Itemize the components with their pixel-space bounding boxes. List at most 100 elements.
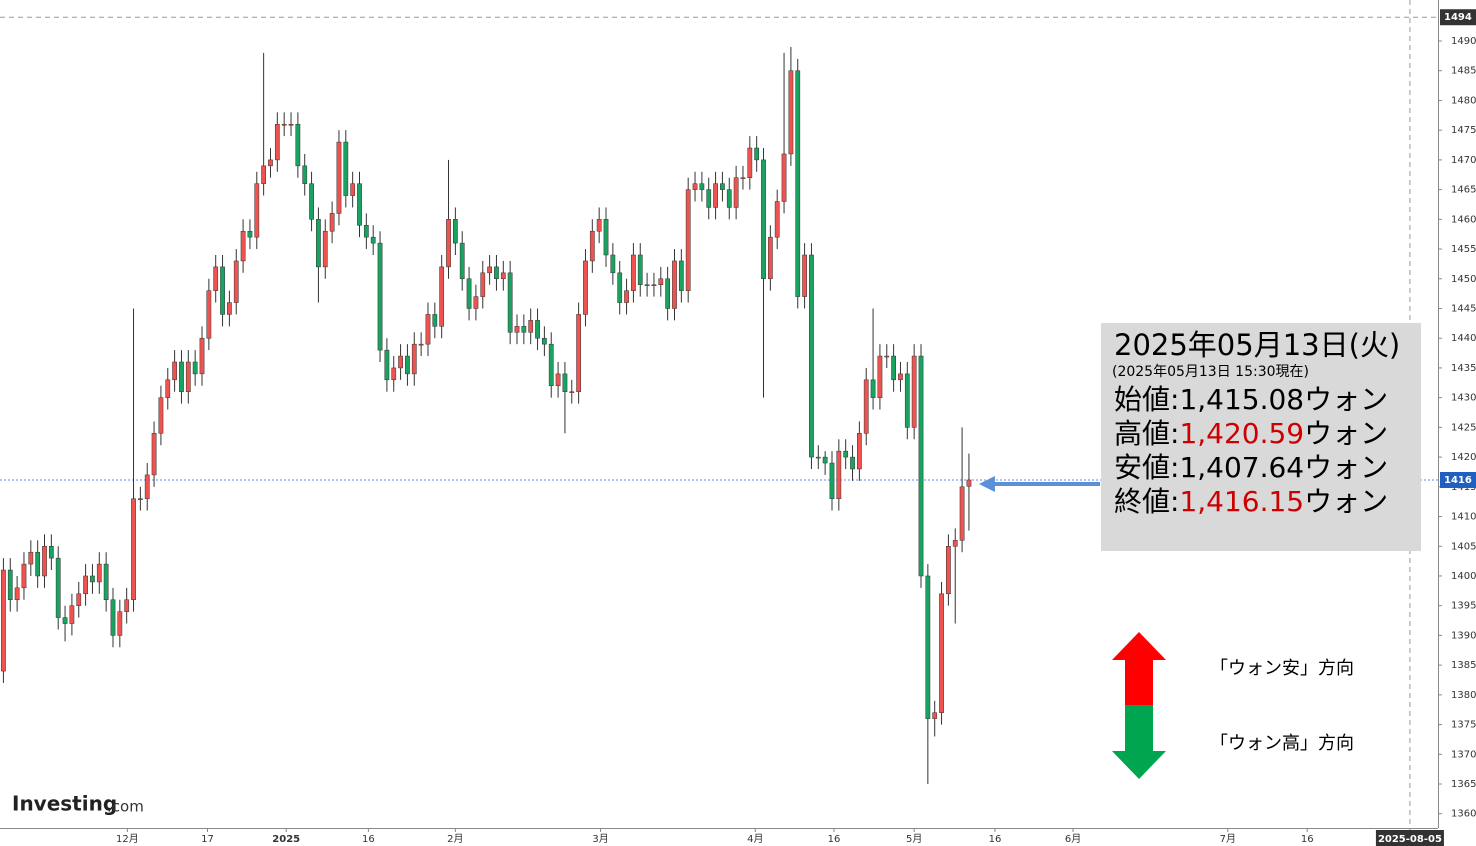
candle-body	[713, 183, 718, 208]
candle-body	[726, 189, 732, 208]
candle-body	[884, 355, 890, 358]
y-tick-label: 1465	[1451, 185, 1476, 196]
down-arrow	[1112, 705, 1166, 779]
candle-body	[740, 177, 746, 179]
y-tick-label: 1375	[1451, 720, 1476, 731]
y-tick-label: 1460	[1451, 214, 1476, 225]
info-subtitle: (2025年05月13日 15:30現在)	[1112, 364, 1309, 380]
candle-body	[809, 254, 814, 458]
candle-body	[309, 183, 314, 220]
candle-body	[966, 479, 972, 487]
candle-body	[28, 551, 34, 565]
candle-body	[268, 159, 273, 167]
candle-body	[932, 712, 938, 719]
candle-body	[494, 266, 499, 280]
info-row: 終値:1,416.15ウォン	[1114, 485, 1388, 518]
candle-body	[672, 260, 677, 309]
candle-body	[418, 343, 424, 346]
candle-body	[624, 290, 629, 303]
candle-body	[535, 320, 540, 339]
candle-body	[596, 219, 602, 232]
x-tick-label: 12月	[116, 833, 139, 845]
top-marker-label: 1494	[1444, 12, 1472, 23]
info-label: 安値:	[1114, 451, 1179, 484]
pointer-arrow-head	[978, 475, 995, 492]
y-tick-label: 1490	[1451, 36, 1476, 47]
y-tick-label: 1360	[1451, 809, 1476, 820]
candle-body	[637, 254, 643, 285]
up-arrow	[1112, 632, 1166, 705]
candle-body	[555, 373, 561, 387]
candle-body	[767, 236, 773, 280]
candle-body	[877, 355, 883, 398]
candle-body	[302, 165, 308, 184]
candle-body	[925, 575, 931, 719]
x-tick-label: 2025	[272, 834, 300, 845]
candle-body	[158, 397, 164, 434]
candle-body	[904, 373, 910, 428]
x-tick-label: 3月	[592, 833, 608, 845]
info-label: 終値:	[1114, 485, 1179, 518]
candle-body	[692, 183, 698, 190]
candle-body	[678, 260, 684, 291]
candle-body	[459, 242, 465, 280]
y-tick-label: 1425	[1451, 422, 1476, 433]
candle-body	[220, 266, 225, 315]
info-row: 安値:1,407.64ウォン	[1114, 451, 1388, 484]
candle-body	[788, 70, 794, 155]
y-tick-label: 1485	[1451, 66, 1476, 77]
candle-body	[55, 557, 61, 618]
candle-body	[439, 266, 445, 327]
candle-body	[665, 278, 671, 309]
candle-body	[35, 551, 41, 577]
candle-body	[363, 225, 369, 238]
candle-body	[377, 242, 383, 351]
candle-body	[329, 213, 335, 232]
info-label: 高値:	[1114, 417, 1179, 450]
candle-body	[589, 230, 595, 262]
candle-body	[603, 219, 609, 256]
y-tick-label: 1405	[1451, 541, 1476, 552]
x-tick-label: 2月	[447, 833, 463, 845]
candle-body	[452, 219, 458, 244]
info-row: 始値:1,415.08ウォン	[1114, 383, 1388, 416]
candle-body	[562, 373, 568, 392]
candle-body	[699, 183, 705, 190]
y-tick-label: 1410	[1451, 512, 1476, 523]
y-tick-label: 1380	[1451, 690, 1476, 701]
candle-body	[480, 272, 486, 297]
candle-body	[720, 183, 725, 190]
candle-body	[815, 456, 821, 459]
candle-body	[514, 326, 520, 333]
candle-body	[48, 546, 54, 559]
candle-body	[685, 189, 691, 291]
x-tick-label: 5月	[906, 833, 922, 845]
candle-body	[76, 593, 82, 606]
candle-body	[117, 611, 123, 636]
info-value: 1,407.64	[1179, 451, 1304, 484]
candle-body	[233, 260, 239, 303]
candle-body	[261, 165, 267, 184]
candle-body	[343, 141, 349, 196]
candle-body	[83, 575, 88, 595]
x-tick-label: 16	[828, 834, 841, 845]
y-tick-label: 1480	[1451, 95, 1476, 106]
candle-body	[802, 254, 807, 297]
info-unit: ウォン	[1304, 417, 1388, 450]
info-value: 1,415.08	[1179, 383, 1304, 416]
candle-body	[411, 343, 417, 375]
candle-body	[542, 337, 547, 345]
candle-body	[918, 355, 924, 577]
candle-body	[939, 593, 944, 713]
candle-body	[151, 433, 157, 476]
candle-body	[829, 462, 835, 499]
candle-body	[425, 314, 431, 345]
candle-body	[446, 219, 451, 268]
candle-body	[795, 70, 801, 297]
candle-body	[959, 486, 965, 541]
info-title: 2025年05月13日(火)	[1114, 328, 1400, 362]
candle-body	[370, 236, 376, 244]
price-marker-box	[1440, 471, 1476, 488]
candle-body	[754, 147, 760, 161]
